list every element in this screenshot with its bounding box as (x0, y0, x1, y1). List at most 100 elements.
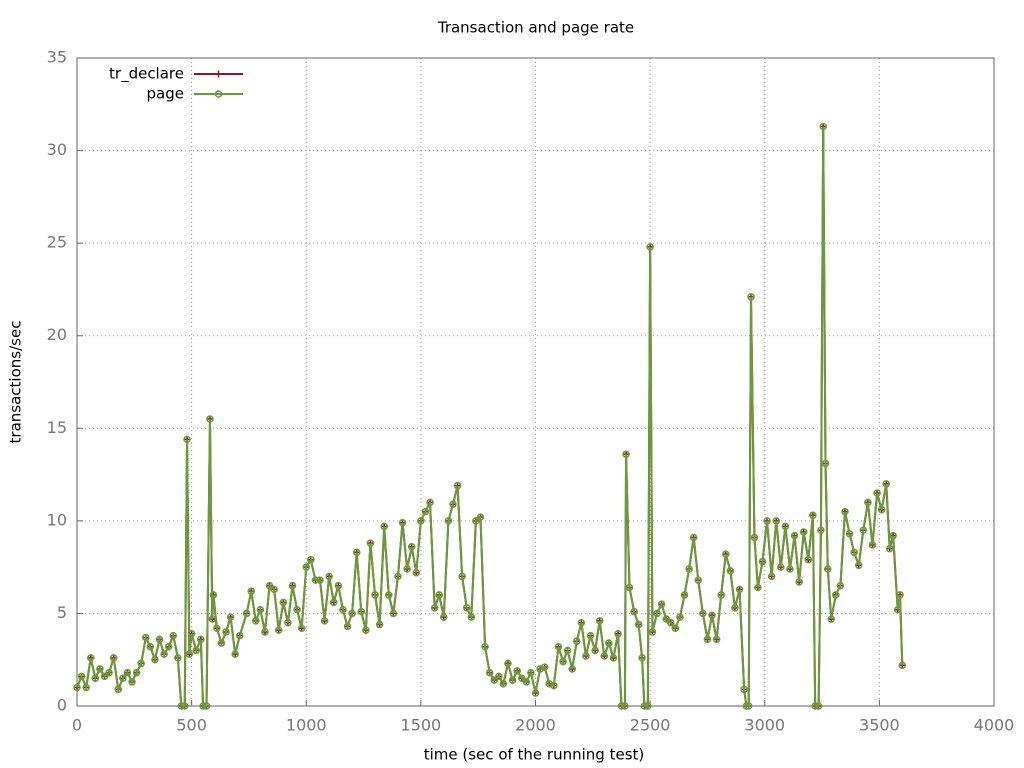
point-marker (334, 581, 343, 590)
point-marker (348, 609, 356, 618)
x-tick-label: 2000 (515, 716, 556, 735)
point-marker (708, 611, 716, 620)
point-marker (795, 578, 803, 586)
point-marker (261, 628, 269, 636)
point-marker (638, 654, 646, 662)
point-marker (164, 643, 173, 651)
point-marker (202, 702, 211, 710)
point-marker (676, 613, 684, 621)
point-marker (750, 533, 759, 542)
point-marker (284, 618, 292, 627)
point-marker (508, 676, 517, 684)
point-marker (646, 243, 654, 251)
x-tick-label: 4000 (974, 716, 1015, 735)
point-marker (256, 605, 265, 614)
point-marker (811, 702, 819, 710)
x-tick-label: 2500 (630, 716, 671, 735)
point-marker (462, 604, 471, 612)
point-marker (430, 604, 439, 612)
point-marker (302, 563, 310, 571)
point-marker (155, 635, 164, 644)
point-marker (850, 548, 858, 557)
point-marker (177, 702, 186, 710)
point-marker (316, 576, 324, 584)
point-marker (582, 652, 590, 660)
point-marker (644, 702, 652, 710)
point-marker (119, 674, 127, 682)
point-marker (896, 591, 904, 599)
point-marker (82, 683, 90, 692)
point-marker (421, 507, 430, 516)
point-marker (362, 626, 370, 634)
point-marker (274, 626, 283, 634)
point-marker (100, 672, 109, 681)
point-marker (722, 550, 730, 558)
point-marker (694, 576, 703, 584)
point-marker (790, 531, 799, 540)
point-marker (712, 635, 721, 644)
point-marker (449, 500, 457, 508)
y-tick-label: 5 (57, 603, 67, 622)
point-marker (371, 591, 379, 599)
point-marker (689, 533, 698, 542)
point-marker (265, 581, 274, 590)
point-marker (169, 631, 178, 640)
point-marker (662, 615, 670, 623)
point-marker (595, 617, 604, 625)
point-marker (481, 643, 489, 651)
point-marker (398, 518, 407, 527)
point-marker (366, 539, 375, 547)
point-marker (809, 511, 817, 520)
point-marker (742, 702, 751, 710)
point-marker (758, 557, 767, 566)
point-marker (288, 581, 297, 590)
point-marker (885, 544, 894, 553)
point-marker (854, 561, 863, 570)
point-marker (657, 600, 666, 608)
point-marker (96, 665, 104, 673)
y-axis-label: transactions/sec (7, 321, 25, 444)
point-marker (517, 674, 526, 682)
x-tick-label: 1500 (401, 716, 442, 735)
point-marker (403, 565, 411, 573)
point-marker (236, 631, 244, 640)
point-marker (180, 702, 189, 710)
point-marker (763, 517, 771, 525)
point-marker (653, 609, 661, 618)
point-marker (472, 517, 480, 525)
point-marker (440, 613, 448, 621)
point-marker (183, 435, 191, 444)
point-marker (174, 654, 182, 662)
point-marker (297, 624, 306, 632)
point-marker (105, 668, 113, 677)
point-marker (77, 672, 86, 681)
point-marker (352, 548, 361, 557)
point-marker (827, 615, 835, 623)
point-marker (568, 665, 576, 673)
point-marker (877, 505, 886, 514)
x-tick-label: 0 (72, 716, 82, 735)
y-tick-label: 10 (47, 510, 67, 529)
point-marker (559, 657, 567, 666)
point-marker (137, 659, 145, 668)
point-marker (824, 565, 832, 573)
point-marker (325, 572, 333, 581)
point-marker (786, 565, 794, 573)
point-marker (513, 667, 521, 675)
point-marker (490, 676, 498, 684)
point-marker (199, 702, 207, 710)
point-marker (744, 702, 753, 710)
x-axis-label: time (sec of the running test) (424, 746, 645, 764)
point-marker (819, 122, 827, 131)
point-marker (109, 654, 118, 662)
point-marker (209, 591, 218, 599)
point-marker (817, 526, 825, 534)
point-marker (142, 633, 150, 642)
point-marker (151, 655, 159, 664)
point-marker (375, 620, 384, 629)
point-marker (495, 672, 503, 681)
point-marker (747, 293, 755, 301)
point-marker (357, 607, 366, 616)
point-marker (293, 605, 301, 614)
